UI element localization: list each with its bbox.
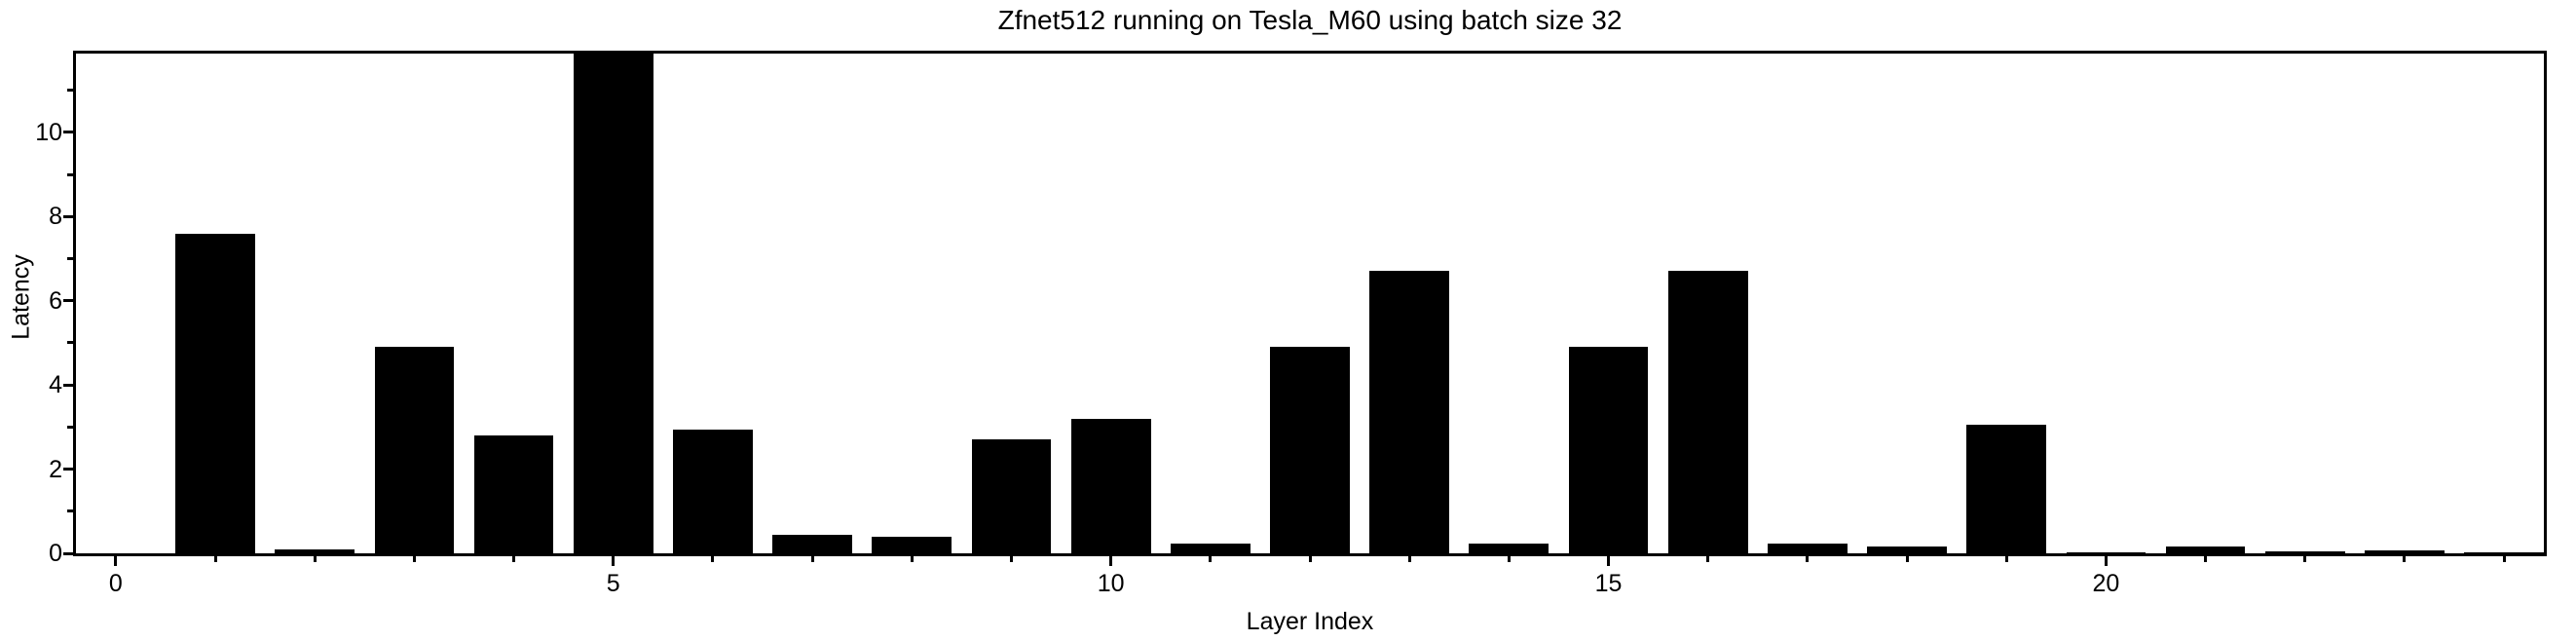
y-major-tick: [63, 383, 73, 387]
bar-layer-1: [175, 234, 255, 553]
y-minor-tick: [67, 172, 73, 176]
bar-layer-22: [2264, 551, 2345, 553]
y-minor-tick: [67, 341, 73, 345]
y-minor-tick: [67, 425, 73, 429]
y-tick-label: 0: [49, 540, 62, 567]
bar-layer-13: [1369, 271, 1450, 553]
x-minor-tick: [910, 556, 914, 562]
bar-layer-20: [2066, 552, 2147, 553]
x-minor-tick: [2303, 556, 2307, 562]
y-major-tick: [63, 131, 73, 134]
bar-layer-18: [1867, 547, 1947, 553]
x-minor-tick: [1407, 556, 1411, 562]
bar-layer-12: [1270, 347, 1350, 553]
x-minor-tick: [313, 556, 317, 562]
bar-layer-6: [673, 430, 753, 553]
y-minor-tick: [67, 256, 73, 260]
x-minor-tick: [810, 556, 814, 562]
x-minor-tick: [512, 556, 516, 562]
x-minor-tick: [1209, 556, 1213, 562]
x-minor-tick: [1806, 556, 1810, 562]
bar-layer-23: [2365, 550, 2445, 553]
x-major-tick: [2104, 556, 2108, 566]
x-major-tick: [114, 556, 118, 566]
y-major-tick: [63, 214, 73, 218]
x-minor-tick: [1507, 556, 1511, 562]
x-minor-tick: [1706, 556, 1710, 562]
y-minor-tick: [67, 509, 73, 513]
x-major-tick: [1607, 556, 1611, 566]
bar-layer-4: [473, 435, 554, 553]
x-tick-label: 15: [1594, 570, 1623, 597]
bar-layer-19: [1966, 425, 2047, 553]
bar-layer-2: [275, 549, 355, 553]
bar-layer-15: [1568, 347, 1649, 553]
bar-layer-7: [772, 535, 852, 553]
x-tick-label: 5: [606, 570, 620, 597]
bar-layer-8: [872, 537, 952, 553]
x-tick-label: 10: [1097, 570, 1125, 597]
y-tick-label: 8: [49, 203, 62, 231]
x-tick-label: 20: [2092, 570, 2120, 597]
bar-layer-11: [1170, 544, 1251, 553]
bar-layer-14: [1469, 544, 1549, 553]
y-tick-label: 10: [35, 118, 62, 146]
y-major-tick: [63, 299, 73, 303]
x-minor-tick: [2502, 556, 2506, 562]
bar-layer-3: [374, 347, 455, 553]
x-major-tick: [612, 556, 616, 566]
bar-layer-16: [1667, 271, 1748, 553]
x-tick-label: 0: [108, 570, 123, 597]
bar-layer-24: [2464, 552, 2544, 553]
y-major-tick: [63, 551, 73, 555]
x-minor-tick: [213, 556, 217, 562]
bar-layer-21: [2165, 547, 2246, 553]
x-minor-tick: [1308, 556, 1312, 562]
x-minor-tick: [711, 556, 715, 562]
y-tick-label: 4: [49, 371, 62, 399]
bar-layer-10: [1070, 419, 1151, 553]
bar-layer-5: [573, 54, 653, 553]
x-minor-tick: [2403, 556, 2407, 562]
x-minor-tick: [1905, 556, 1909, 562]
chart-title: Zfnet512 running on Tesla_M60 using batc…: [997, 5, 1623, 35]
x-minor-tick: [412, 556, 416, 562]
x-major-tick: [1109, 556, 1113, 566]
x-minor-tick: [2004, 556, 2008, 562]
bar-layer-17: [1768, 544, 1848, 553]
x-minor-tick: [1009, 556, 1013, 562]
y-minor-tick: [67, 89, 73, 93]
bar-layer-9: [971, 439, 1052, 553]
x-minor-tick: [2204, 556, 2208, 562]
y-tick-label: 2: [49, 455, 62, 483]
x-axis-title: Layer Index: [1246, 608, 1374, 635]
y-tick-label: 6: [49, 286, 62, 315]
y-major-tick: [63, 468, 73, 471]
